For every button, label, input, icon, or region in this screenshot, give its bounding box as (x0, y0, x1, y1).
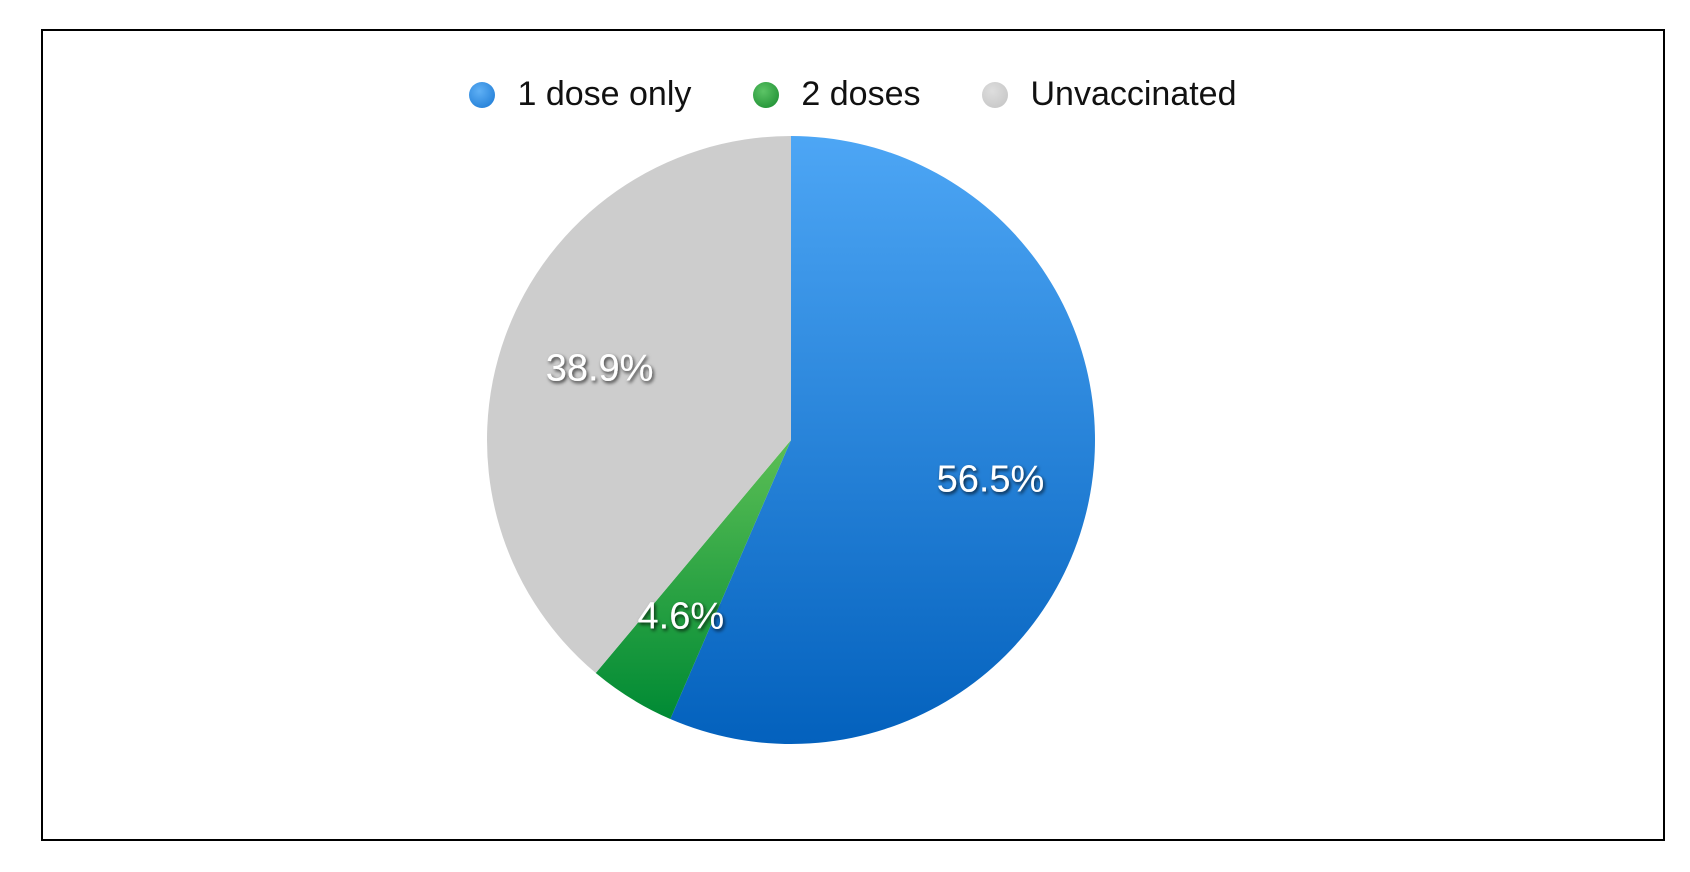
pie-slice-labels: 56.5% 4.6% 38.9% (546, 347, 1045, 637)
chart-legend: 1 dose only 2 doses Unvaccinated (43, 75, 1663, 114)
pie-slice-2-doses (595, 440, 791, 719)
legend-swatch-2-doses (753, 81, 780, 108)
pie-chart: 56.5% 4.6% 38.9% (486, 136, 1095, 745)
pie-slice-value-label: 56.5% (937, 458, 1045, 500)
pie-slice-unvaccinated (486, 136, 791, 674)
legend-item-unvaccinated: Unvaccinated (982, 75, 1237, 114)
pie-slice-value-label: 38.9% (546, 347, 654, 389)
pie-slices (486, 136, 1095, 745)
legend-swatch-unvaccinated (982, 81, 1009, 108)
legend-item-2-doses: 2 doses (753, 75, 920, 114)
legend-label: Unvaccinated (1030, 75, 1237, 113)
legend-label: 1 dose only (517, 75, 692, 113)
chart-frame: 1 dose only 2 doses Unvaccinated (41, 29, 1665, 841)
legend-item-1-dose-only: 1 dose only (469, 75, 691, 114)
pie-slice-1-dose-only (670, 136, 1095, 745)
legend-swatch-1-dose-only (469, 81, 496, 108)
pie-slice-value-label: 4.6% (638, 596, 725, 638)
legend-label: 2 doses (801, 75, 921, 113)
